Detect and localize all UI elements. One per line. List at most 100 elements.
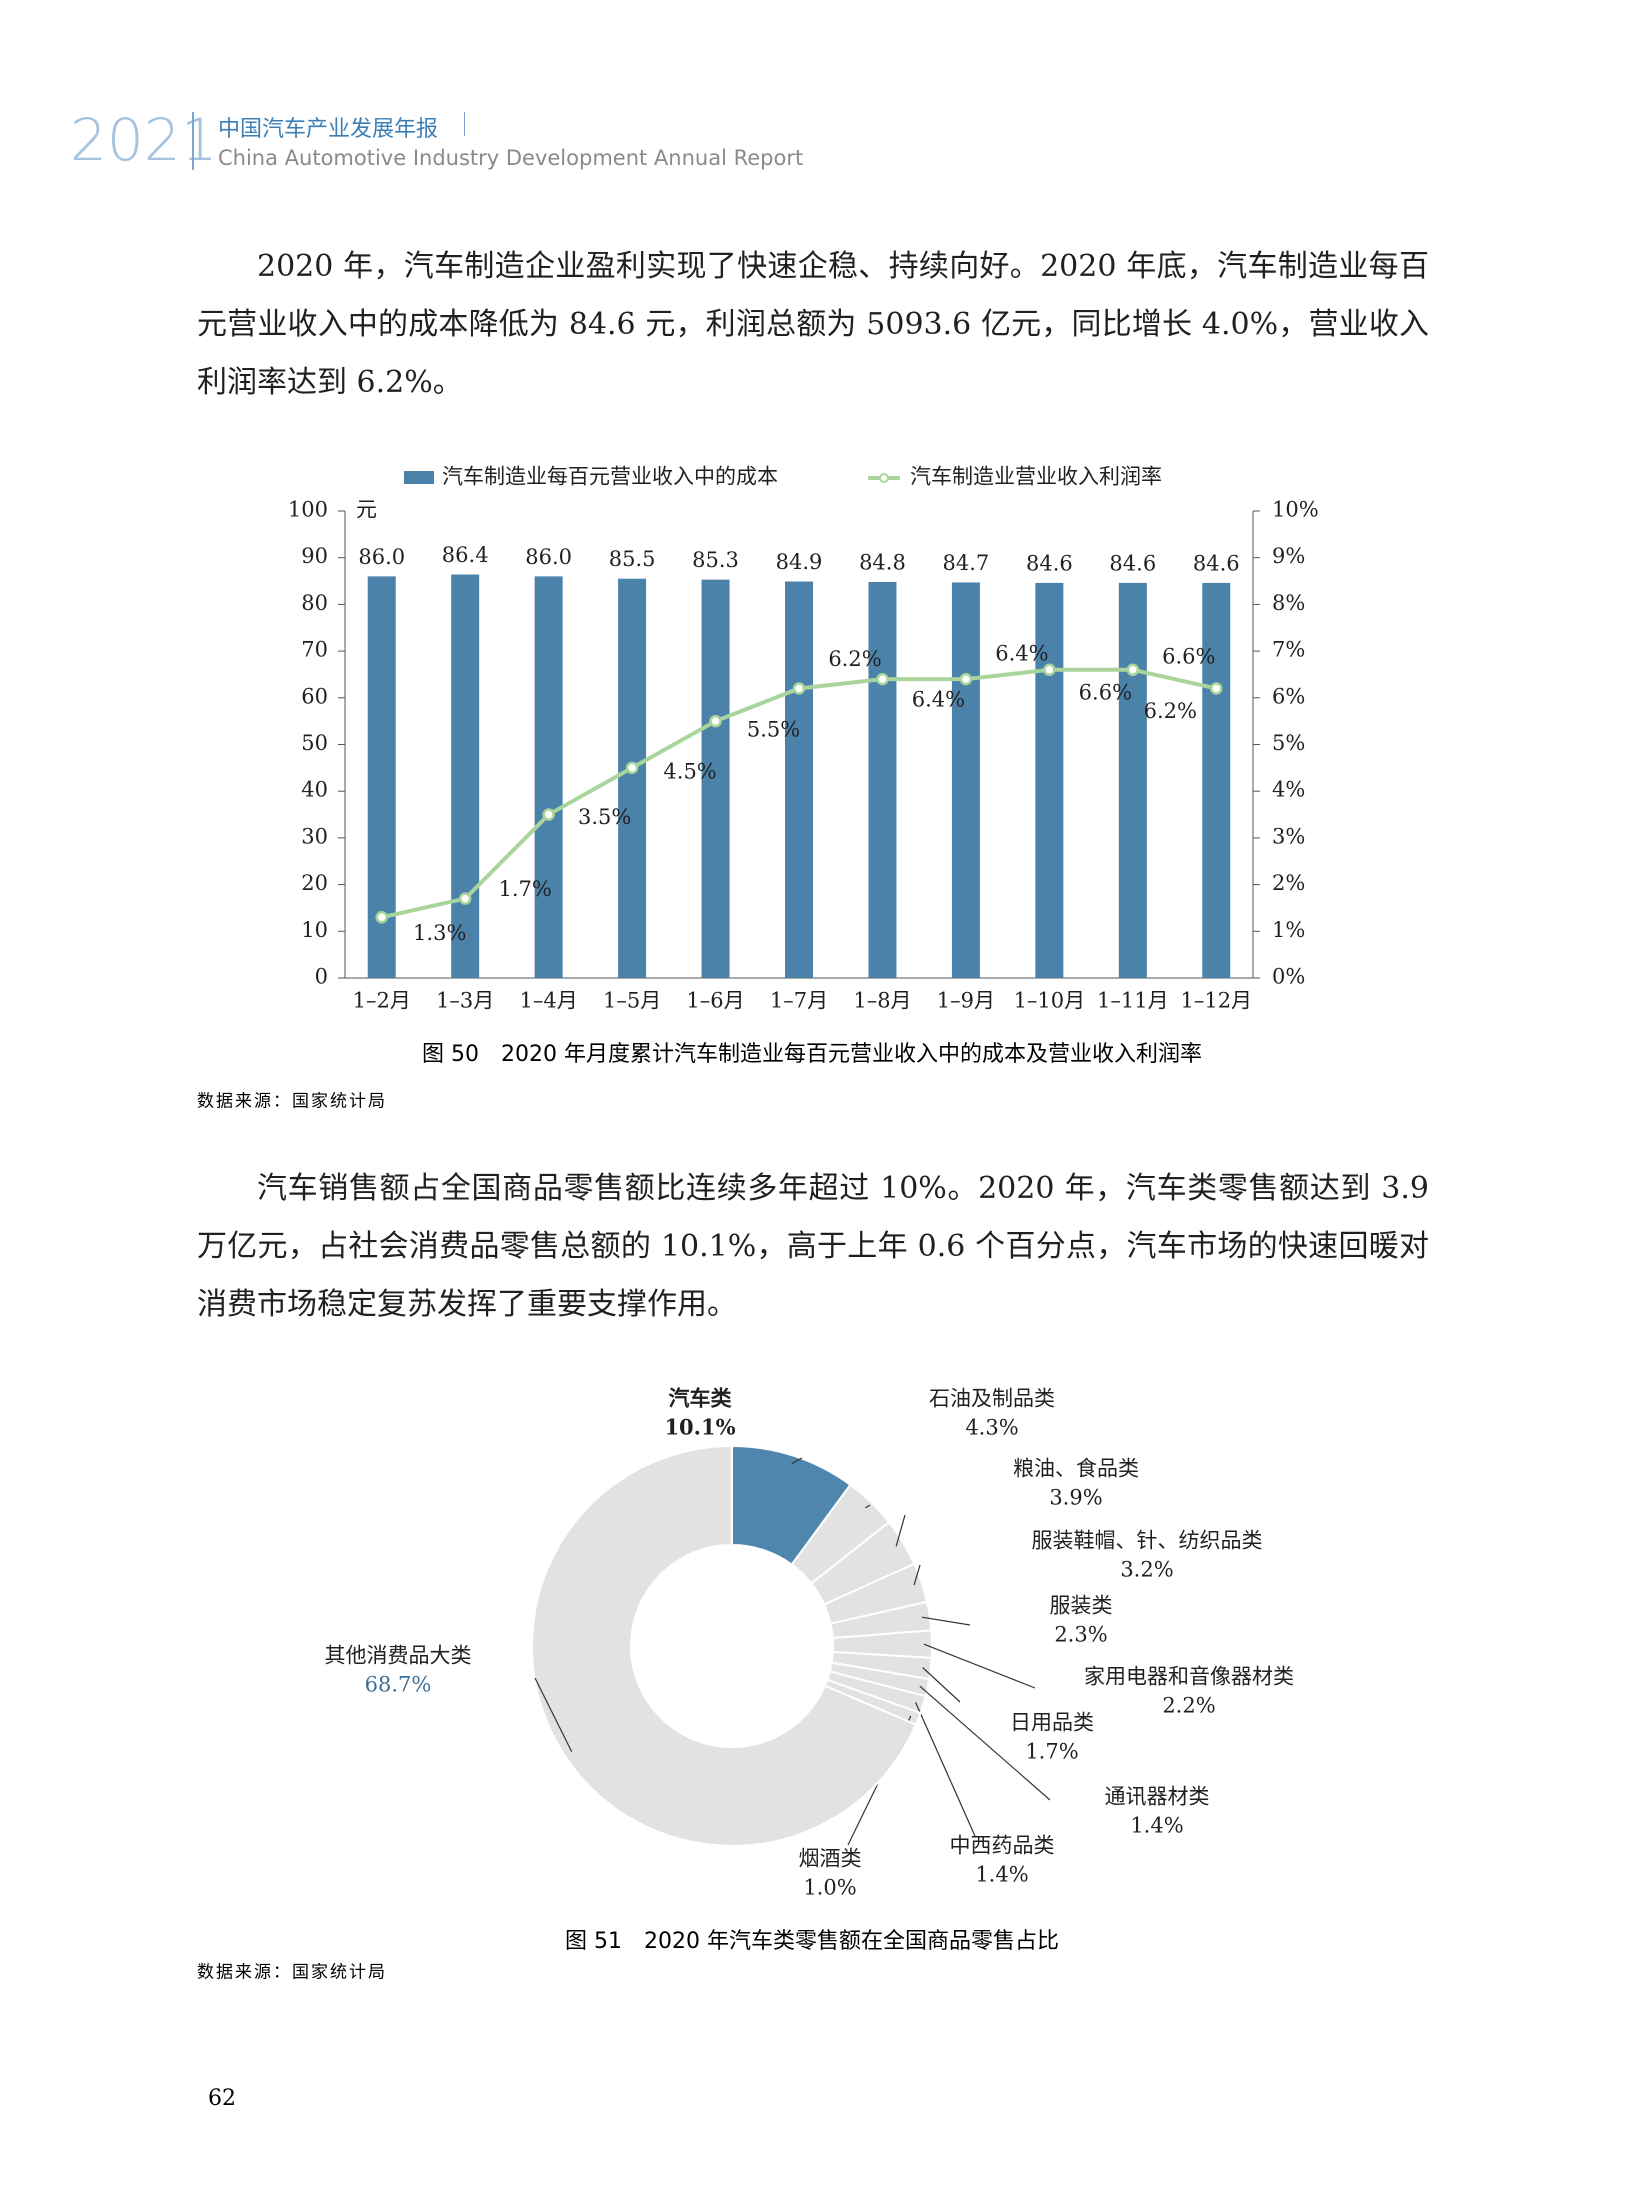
leader-line <box>921 1616 971 1626</box>
y-tick-label: 20 <box>301 871 328 895</box>
slice-value-label: 1.4% <box>1130 1814 1183 1838</box>
y-tick-label: 90 <box>301 544 328 568</box>
y-unit: 元 <box>356 498 377 522</box>
y-tick-label: 10 <box>301 918 328 942</box>
paragraph: 汽车销售额占全国商品零售额比连续多年超过 10%。2020 年，汽车类零售额达到… <box>197 1171 1429 1322</box>
donut-slice <box>530 1444 918 1847</box>
slice-value-label: 1.4% <box>975 1863 1028 1887</box>
legend-label: 汽车制造业营业收入利润率 <box>910 465 1162 489</box>
y2-tick-label: 9% <box>1272 544 1305 568</box>
y-tick-label: 80 <box>301 591 328 615</box>
figure-source: 数据来源：国家统计局 <box>197 1963 387 1983</box>
line-value-label: 6.6% <box>1162 644 1215 668</box>
y2-tick-label: 4% <box>1272 778 1305 802</box>
header-subtitle: China Automotive Industry Development An… <box>218 146 804 170</box>
leader-line <box>791 1457 803 1465</box>
line-value-label: 3.5% <box>578 805 631 829</box>
slice-value-label: 3.9% <box>1049 1486 1102 1510</box>
slice-label: 中西药品类 <box>950 1834 1055 1858</box>
bar <box>451 574 480 978</box>
bar-value-label: 85.5 <box>609 547 656 571</box>
slice-value-label: 2.3% <box>1054 1623 1107 1647</box>
leader-line <box>922 1667 961 1703</box>
line-point <box>709 714 722 728</box>
slice-value-label: 4.3% <box>965 1416 1018 1440</box>
paragraph: 2020 年，汽车制造企业盈利实现了快速企稳、持续向好。2020 年底，汽车制造… <box>197 249 1429 400</box>
slice-label: 汽车类 <box>669 1386 733 1411</box>
x-tick-label: 1–8月 <box>853 989 911 1013</box>
figure-caption: 图 50 2020 年月度累计汽车制造业每百元营业收入中的成本及营业收入利润率 <box>422 1042 1202 1067</box>
y2-tick-label: 5% <box>1272 731 1305 755</box>
x-tick-label: 1–2月 <box>353 989 411 1013</box>
y2-tick-label: 7% <box>1272 638 1305 662</box>
line-value-label: 6.6% <box>1079 680 1132 704</box>
x-tick-label: 1–7月 <box>770 989 828 1013</box>
bar-value-label: 85.3 <box>692 548 739 572</box>
y-tick-label: 60 <box>301 684 328 708</box>
line-value-label: 4.5% <box>663 759 716 783</box>
line-point <box>458 892 472 905</box>
page-number: 62 <box>208 2086 236 2111</box>
bar <box>785 581 813 978</box>
line-point <box>959 672 973 686</box>
slice-label: 其他消费品大类 <box>325 1644 472 1668</box>
x-tick-label: 1–5月 <box>603 989 661 1013</box>
y-tick-label: 100 <box>288 498 328 522</box>
header-title: 中国汽车产业发展年报 <box>218 117 439 142</box>
figure-source: 数据来源：国家统计局 <box>197 1092 387 1112</box>
line-value-label: 5.5% <box>747 718 800 742</box>
slice-label: 日用品类 <box>1010 1711 1094 1735</box>
slice-value-label: 2.2% <box>1162 1694 1215 1718</box>
slice-value-label: 1.0% <box>803 1876 856 1900</box>
slice-value-label: 3.2% <box>1120 1558 1173 1582</box>
bar <box>1035 582 1064 978</box>
line-value-label: 6.4% <box>912 688 965 712</box>
x-tick-label: 1–6月 <box>686 989 744 1013</box>
leader-line <box>923 1643 1036 1689</box>
bar <box>701 579 730 978</box>
leader-line <box>865 1504 871 1509</box>
x-tick-label: 1–3月 <box>436 989 494 1013</box>
slice-value-label: 10.1% <box>664 1415 735 1440</box>
x-tick-label: 1–4月 <box>520 989 578 1013</box>
y2-tick-label: 1% <box>1272 918 1305 942</box>
bar-value-label: 84.6 <box>1026 551 1073 575</box>
line-value-label: 1.7% <box>499 877 552 901</box>
leader-line <box>913 1564 921 1586</box>
slice-label: 烟酒类 <box>799 1847 862 1871</box>
line-point <box>876 672 889 686</box>
x-tick-label: 1–10月 <box>1014 989 1086 1013</box>
bar-value-label: 86.4 <box>442 543 489 567</box>
bar-value-label: 86.0 <box>525 545 572 569</box>
line-point <box>1210 682 1223 695</box>
y2-tick-label: 6% <box>1272 684 1305 708</box>
bar-value-label: 84.6 <box>1193 551 1240 575</box>
bar <box>951 582 980 978</box>
x-tick-label: 1–11月 <box>1097 989 1169 1013</box>
line-point <box>1043 663 1056 677</box>
legend-swatch <box>404 471 434 484</box>
y2-tick-label: 10% <box>1272 498 1319 522</box>
y2-tick-label: 2% <box>1272 871 1305 895</box>
legend-swatch <box>879 473 889 483</box>
line-point <box>375 911 388 924</box>
bar <box>534 576 563 978</box>
y2-tick-label: 0% <box>1272 965 1305 989</box>
bar-value-label: 84.8 <box>859 550 906 574</box>
bar-value-label: 84.7 <box>943 551 990 575</box>
bar-value-label: 84.9 <box>776 550 823 574</box>
figure-caption: 图 51 2020 年汽车类零售额在全国商品零售占比 <box>565 1929 1059 1954</box>
y-tick-label: 0 <box>315 965 328 989</box>
y-tick-label: 40 <box>301 778 328 802</box>
line-point <box>625 761 639 775</box>
slice-label: 服装鞋帽、针、纺织品类 <box>1032 1529 1263 1553</box>
slice-value-label: 68.7% <box>365 1673 432 1697</box>
leader-line <box>919 1685 1051 1801</box>
line-value-label: 6.2% <box>828 647 881 671</box>
line-point <box>542 808 555 821</box>
y-tick-label: 50 <box>301 731 328 755</box>
bar <box>1118 582 1147 978</box>
line-value-label: 6.2% <box>1144 699 1197 723</box>
slice-label: 通讯器材类 <box>1105 1785 1210 1809</box>
